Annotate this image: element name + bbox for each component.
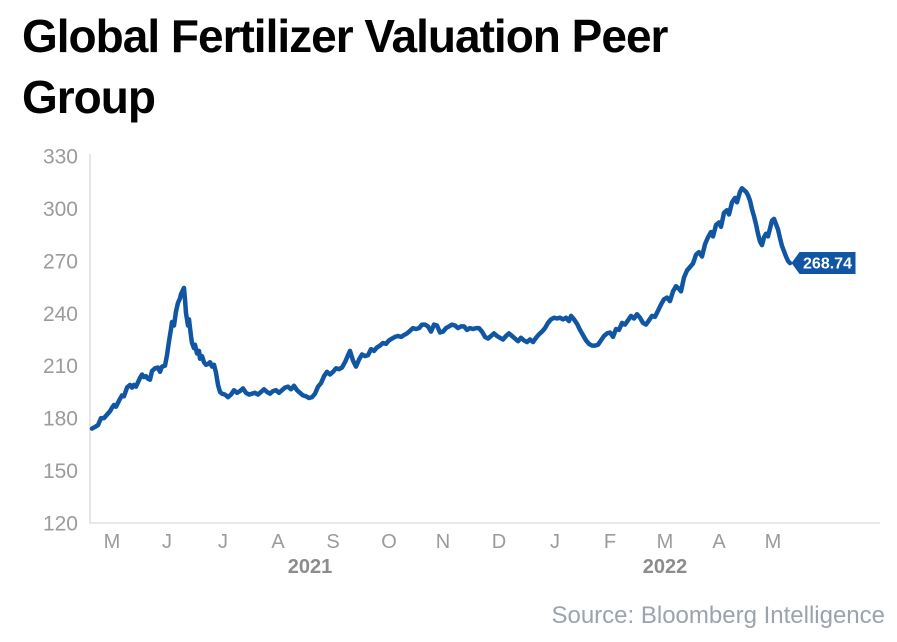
y-axis-tick-label: 270 (43, 250, 78, 273)
x-axis-month-label: M (657, 531, 674, 553)
x-axis-month-label: A (271, 531, 285, 553)
x-axis-month-label: D (492, 531, 506, 553)
x-axis-month-label: J (550, 531, 560, 553)
last-value-badge (791, 252, 856, 275)
x-axis-year-label: 2021 (288, 556, 333, 578)
x-axis-month-label: M (765, 531, 782, 553)
source-attribution: Source: Bloomberg Intelligence (551, 602, 885, 629)
y-axis-tick-label: 150 (43, 460, 78, 483)
x-axis-month-label: S (326, 531, 339, 553)
x-axis-month-label: J (162, 531, 172, 553)
y-axis-tick-label: 180 (43, 408, 78, 431)
y-axis-tick-label: 240 (43, 303, 78, 326)
x-axis-month-label: N (436, 531, 450, 553)
y-axis-tick-label: 210 (43, 355, 78, 378)
y-axis-tick-label: 300 (43, 198, 78, 221)
x-axis-month-label: M (104, 531, 121, 553)
x-axis-month-label: A (712, 531, 726, 553)
chart-title: Global Fertilizer Valuation Peer Group (22, 10, 668, 124)
price-line (89, 186, 793, 431)
y-axis-tick-label: 330 (43, 146, 78, 169)
x-axis-month-label: O (381, 531, 397, 553)
y-axis-tick-label: 120 (43, 513, 78, 536)
axis-lines (89, 154, 880, 524)
last-value-label: 268.74 (803, 256, 852, 273)
x-axis-month-label: J (218, 531, 228, 553)
x-axis-month-label: F (604, 531, 616, 553)
x-axis-year-label: 2022 (643, 556, 688, 578)
